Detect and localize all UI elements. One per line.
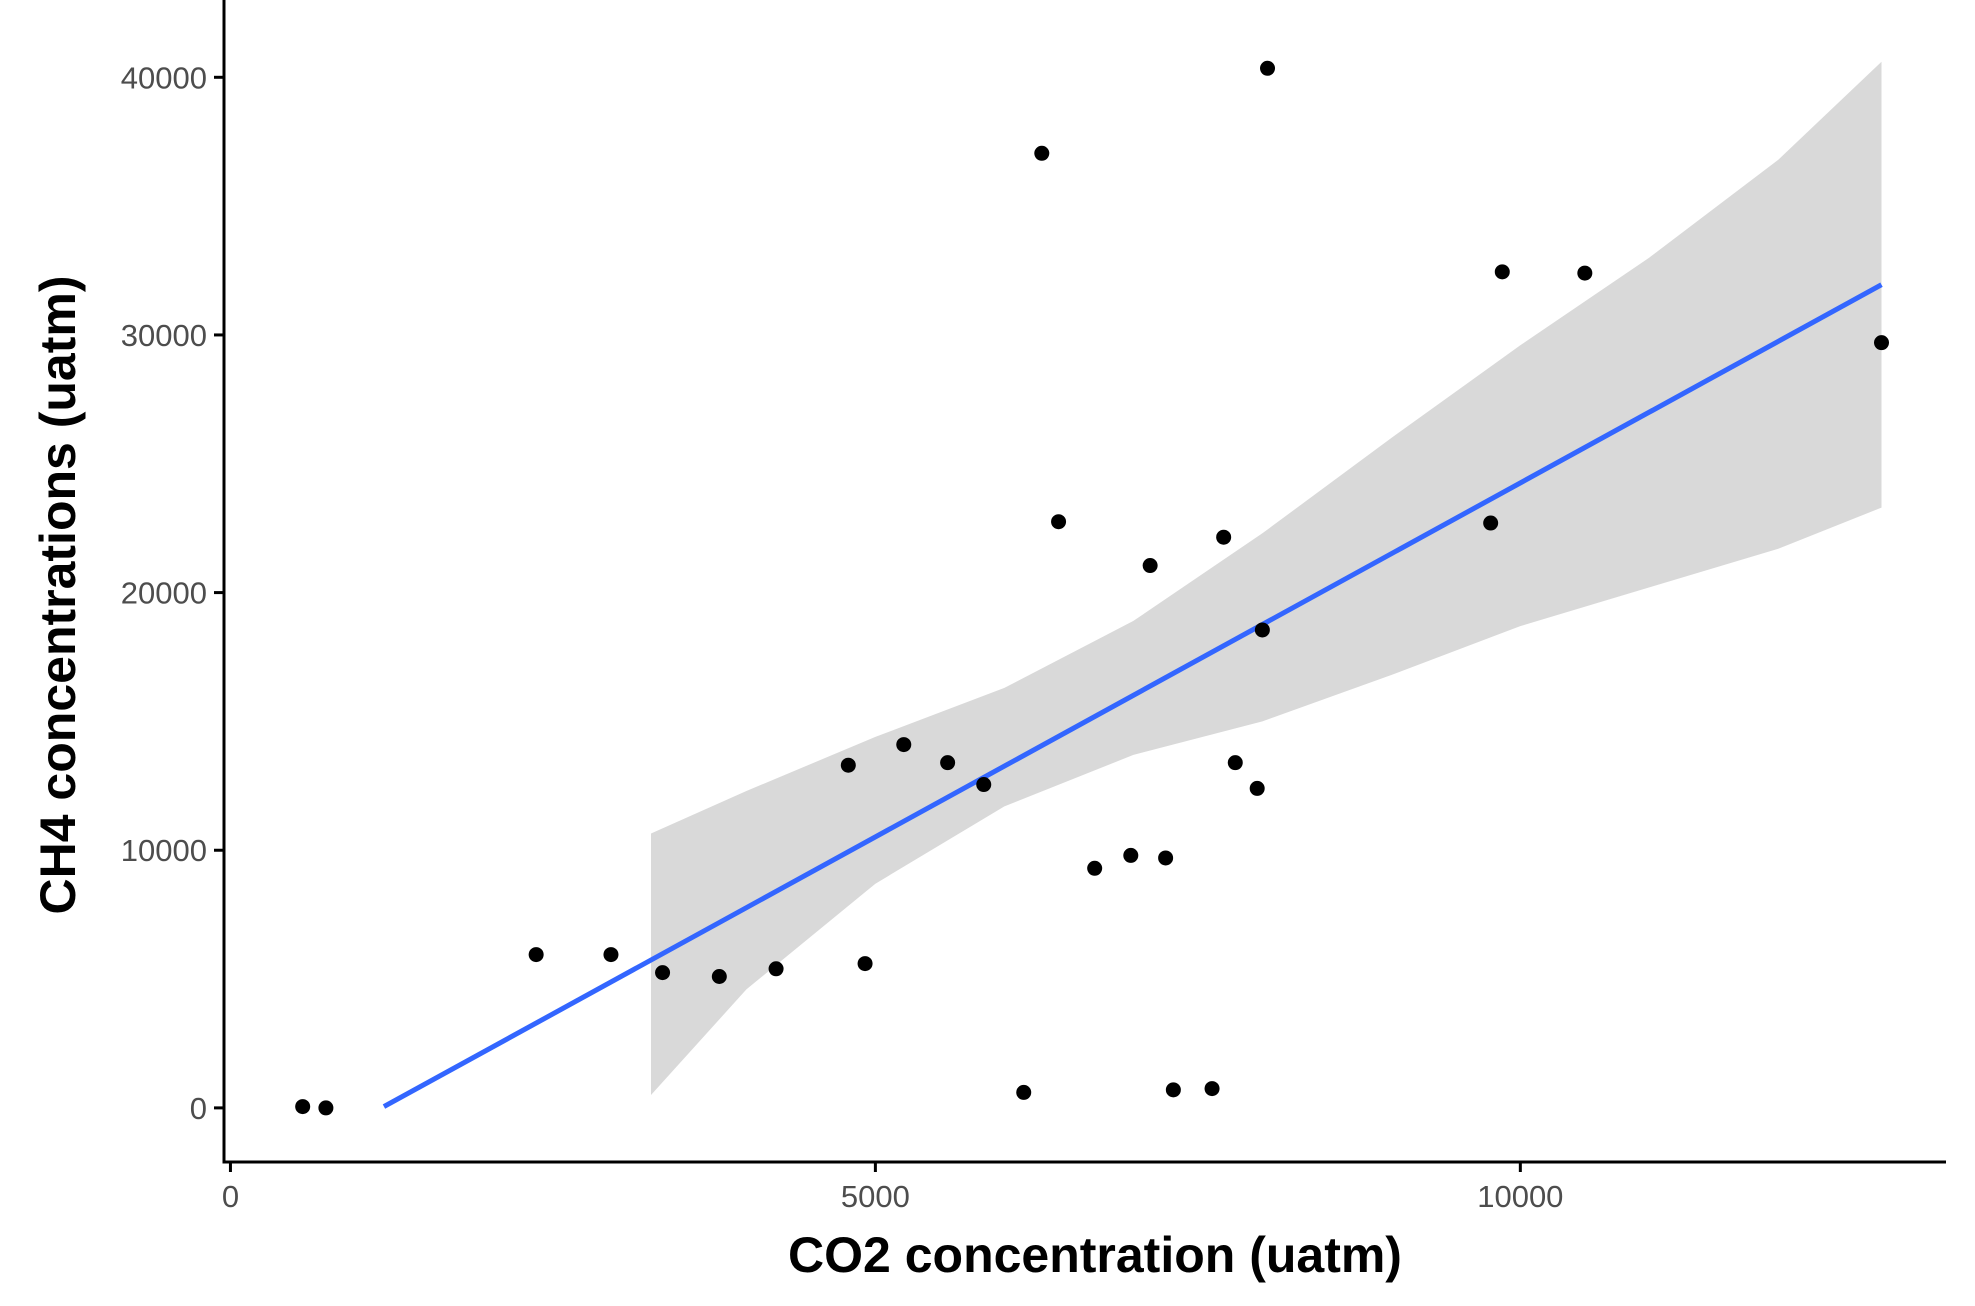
data-point bbox=[1874, 335, 1890, 351]
data-point bbox=[1483, 515, 1499, 531]
y-axis-title: CH4 concentrations (uatm) bbox=[30, 276, 86, 915]
data-point bbox=[1034, 145, 1050, 161]
data-point bbox=[1577, 265, 1593, 281]
data-point bbox=[528, 947, 544, 963]
data-point bbox=[1087, 860, 1103, 876]
data-point bbox=[603, 947, 619, 963]
data-point bbox=[1227, 755, 1243, 771]
data-point bbox=[1158, 850, 1174, 866]
confidence-band-layer bbox=[651, 61, 1882, 1095]
y-tick-label: 40000 bbox=[121, 60, 207, 95]
data-point bbox=[711, 968, 727, 984]
y-tick-label: 10000 bbox=[121, 833, 207, 868]
x-tick-label: 0 bbox=[222, 1179, 239, 1214]
y-tick-label: 20000 bbox=[121, 576, 207, 611]
data-point bbox=[896, 737, 912, 753]
data-point bbox=[1123, 847, 1139, 863]
y-tick-label: 30000 bbox=[121, 318, 207, 353]
fit-line-layer bbox=[382, 282, 1883, 1109]
data-point bbox=[1254, 622, 1270, 638]
data-point bbox=[295, 1099, 311, 1115]
data-point bbox=[976, 777, 992, 793]
confidence-band bbox=[651, 61, 1882, 1095]
data-point bbox=[857, 956, 873, 972]
data-point bbox=[1142, 558, 1158, 574]
x-tick-label: 10000 bbox=[1477, 1179, 1563, 1214]
y-tick-label: 0 bbox=[190, 1091, 207, 1126]
data-point bbox=[768, 961, 784, 977]
data-point bbox=[1165, 1082, 1181, 1098]
data-point bbox=[940, 755, 956, 771]
regression-line bbox=[382, 282, 1883, 1109]
data-point bbox=[1260, 60, 1276, 76]
data-point bbox=[318, 1100, 334, 1116]
data-point bbox=[1216, 529, 1232, 545]
data-point bbox=[1249, 780, 1265, 796]
data-point bbox=[655, 965, 671, 981]
x-tick-label: 5000 bbox=[841, 1179, 910, 1214]
data-point bbox=[1051, 514, 1067, 530]
data-points-layer bbox=[295, 60, 1890, 1116]
data-point bbox=[1016, 1084, 1032, 1100]
x-axis-title: CO2 concentration (uatm) bbox=[788, 1227, 1402, 1283]
axes-layer: 0 5000 10000 0 10000 20000 30000 40000 bbox=[121, 0, 1946, 1214]
data-point bbox=[1204, 1081, 1220, 1097]
data-point bbox=[1494, 264, 1510, 280]
data-point bbox=[840, 757, 856, 773]
